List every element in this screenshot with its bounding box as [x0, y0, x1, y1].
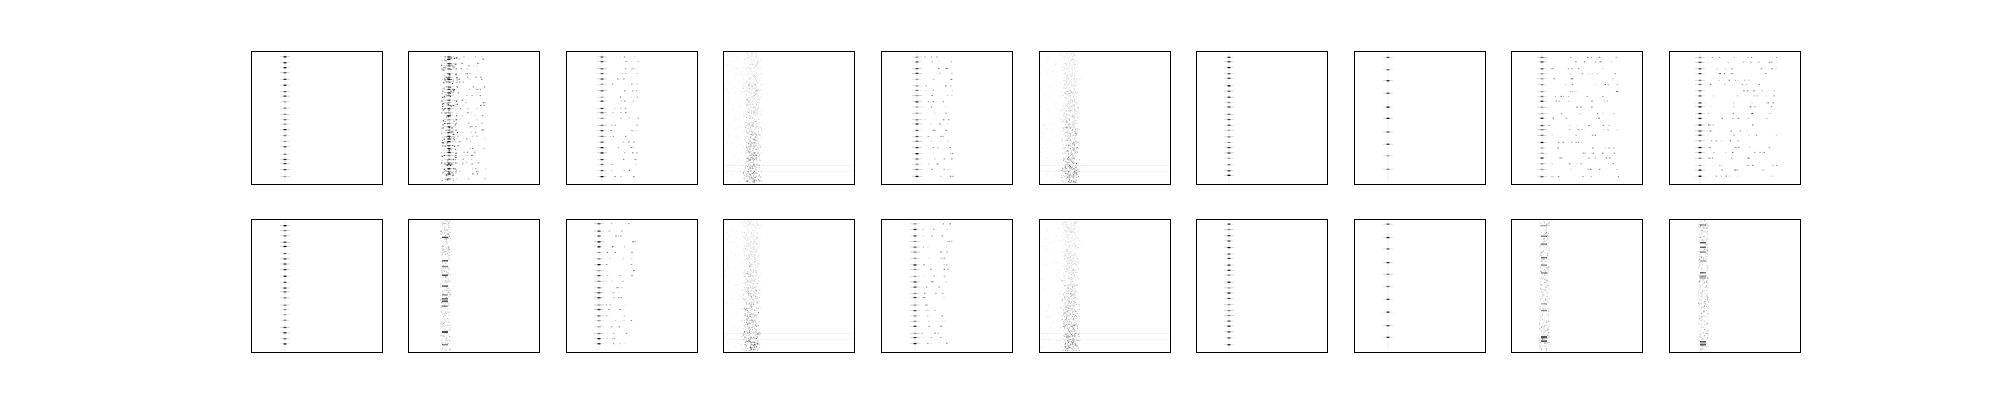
- image-texture: [1698, 220, 1709, 351]
- image-panel: [1039, 219, 1171, 353]
- image-panel: [1354, 219, 1486, 353]
- image-panel: [566, 51, 698, 185]
- image-panel: [408, 219, 540, 353]
- image-texture: [1695, 52, 1778, 183]
- image-texture: [441, 52, 487, 183]
- image-texture: [1383, 220, 1393, 351]
- image-texture: [724, 52, 853, 183]
- image-panel: [1669, 51, 1801, 185]
- image-panel: [1039, 51, 1171, 185]
- image-texture: [1383, 52, 1393, 183]
- image-panel: [1196, 51, 1328, 185]
- image-texture: [440, 220, 451, 351]
- image-texture: [1539, 220, 1550, 351]
- image-texture: [724, 220, 853, 351]
- image-texture: [1224, 220, 1234, 351]
- image-texture: [1040, 52, 1169, 183]
- image-panel: [408, 51, 540, 185]
- image-panel: [1354, 51, 1486, 185]
- image-texture: [594, 220, 636, 351]
- image-panel: [1511, 51, 1643, 185]
- image-panel: [566, 219, 698, 353]
- image-texture: [910, 220, 953, 351]
- image-panel: [723, 219, 855, 353]
- image-texture: [597, 52, 639, 183]
- image-panel: [251, 219, 383, 353]
- image-texture: [1537, 52, 1620, 183]
- image-texture: [280, 52, 290, 183]
- image-texture: [1040, 220, 1169, 351]
- image-panel: [723, 51, 855, 185]
- image-panel: [881, 51, 1013, 185]
- image-panel: [1669, 219, 1801, 353]
- image-panel: [881, 219, 1013, 353]
- image-panel: [251, 51, 383, 185]
- image-panel: [1196, 219, 1328, 353]
- image-texture: [1224, 52, 1234, 183]
- image-texture: [280, 220, 290, 351]
- image-texture: [912, 52, 954, 183]
- image-panel: [1511, 219, 1643, 353]
